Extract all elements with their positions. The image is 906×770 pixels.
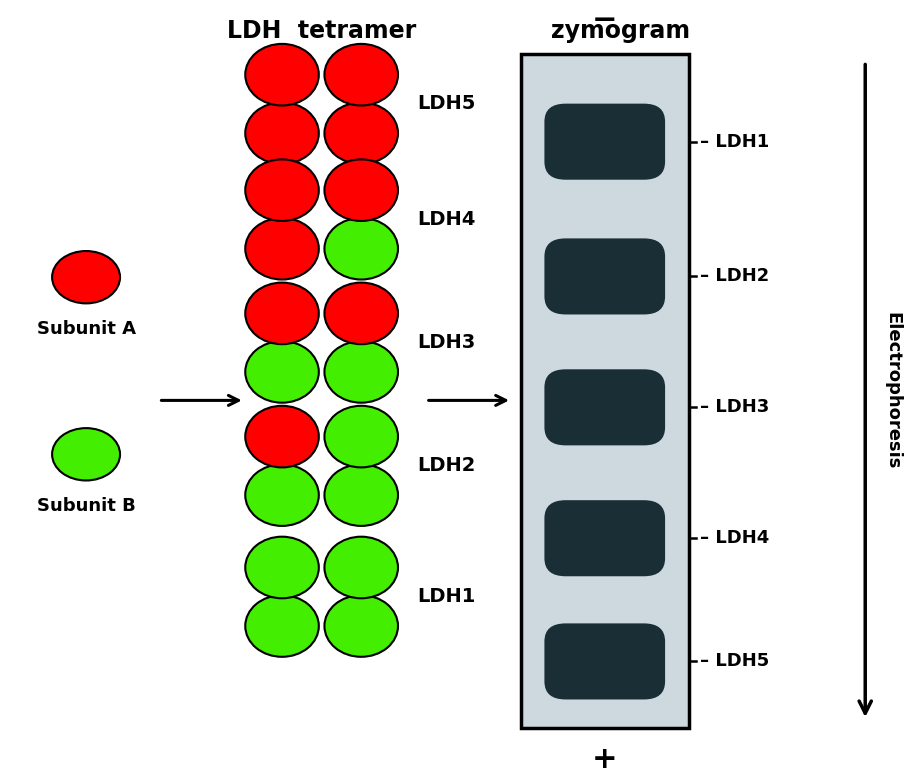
Ellipse shape — [246, 283, 319, 344]
FancyBboxPatch shape — [545, 239, 665, 314]
Text: Electrophoresis: Electrophoresis — [883, 312, 901, 470]
Text: LDH4: LDH4 — [417, 210, 475, 229]
Ellipse shape — [246, 44, 319, 105]
Ellipse shape — [324, 464, 398, 526]
Text: LDH  tetramer: LDH tetramer — [227, 19, 416, 43]
Ellipse shape — [246, 341, 319, 403]
Ellipse shape — [324, 406, 398, 467]
Ellipse shape — [324, 537, 398, 598]
Ellipse shape — [246, 102, 319, 164]
Ellipse shape — [324, 102, 398, 164]
FancyBboxPatch shape — [545, 624, 665, 699]
Ellipse shape — [324, 44, 398, 105]
Ellipse shape — [53, 428, 120, 480]
Text: LDH5: LDH5 — [417, 95, 475, 113]
Ellipse shape — [246, 595, 319, 657]
Ellipse shape — [246, 159, 319, 221]
Text: – LDH2: – LDH2 — [700, 267, 769, 286]
Ellipse shape — [53, 251, 120, 303]
Text: +: + — [592, 745, 618, 770]
Ellipse shape — [324, 218, 398, 280]
Text: – LDH5: – LDH5 — [700, 652, 769, 671]
Ellipse shape — [246, 218, 319, 280]
FancyBboxPatch shape — [545, 370, 665, 445]
Text: LDH2: LDH2 — [417, 457, 475, 475]
Ellipse shape — [324, 595, 398, 657]
Text: LDH1: LDH1 — [417, 588, 475, 606]
FancyBboxPatch shape — [545, 104, 665, 179]
Ellipse shape — [246, 464, 319, 526]
Ellipse shape — [324, 159, 398, 221]
Text: −: − — [592, 5, 618, 35]
Ellipse shape — [246, 406, 319, 467]
Text: – LDH1: – LDH1 — [700, 132, 769, 151]
Text: – LDH4: – LDH4 — [700, 529, 769, 547]
Text: Subunit A: Subunit A — [36, 320, 136, 337]
Ellipse shape — [324, 341, 398, 403]
FancyBboxPatch shape — [521, 54, 689, 728]
FancyBboxPatch shape — [545, 500, 665, 576]
Text: Subunit B: Subunit B — [37, 497, 135, 514]
Text: zymogram: zymogram — [551, 19, 690, 43]
Text: – LDH3: – LDH3 — [700, 398, 769, 417]
Text: LDH3: LDH3 — [417, 333, 475, 352]
Ellipse shape — [246, 537, 319, 598]
Ellipse shape — [324, 283, 398, 344]
